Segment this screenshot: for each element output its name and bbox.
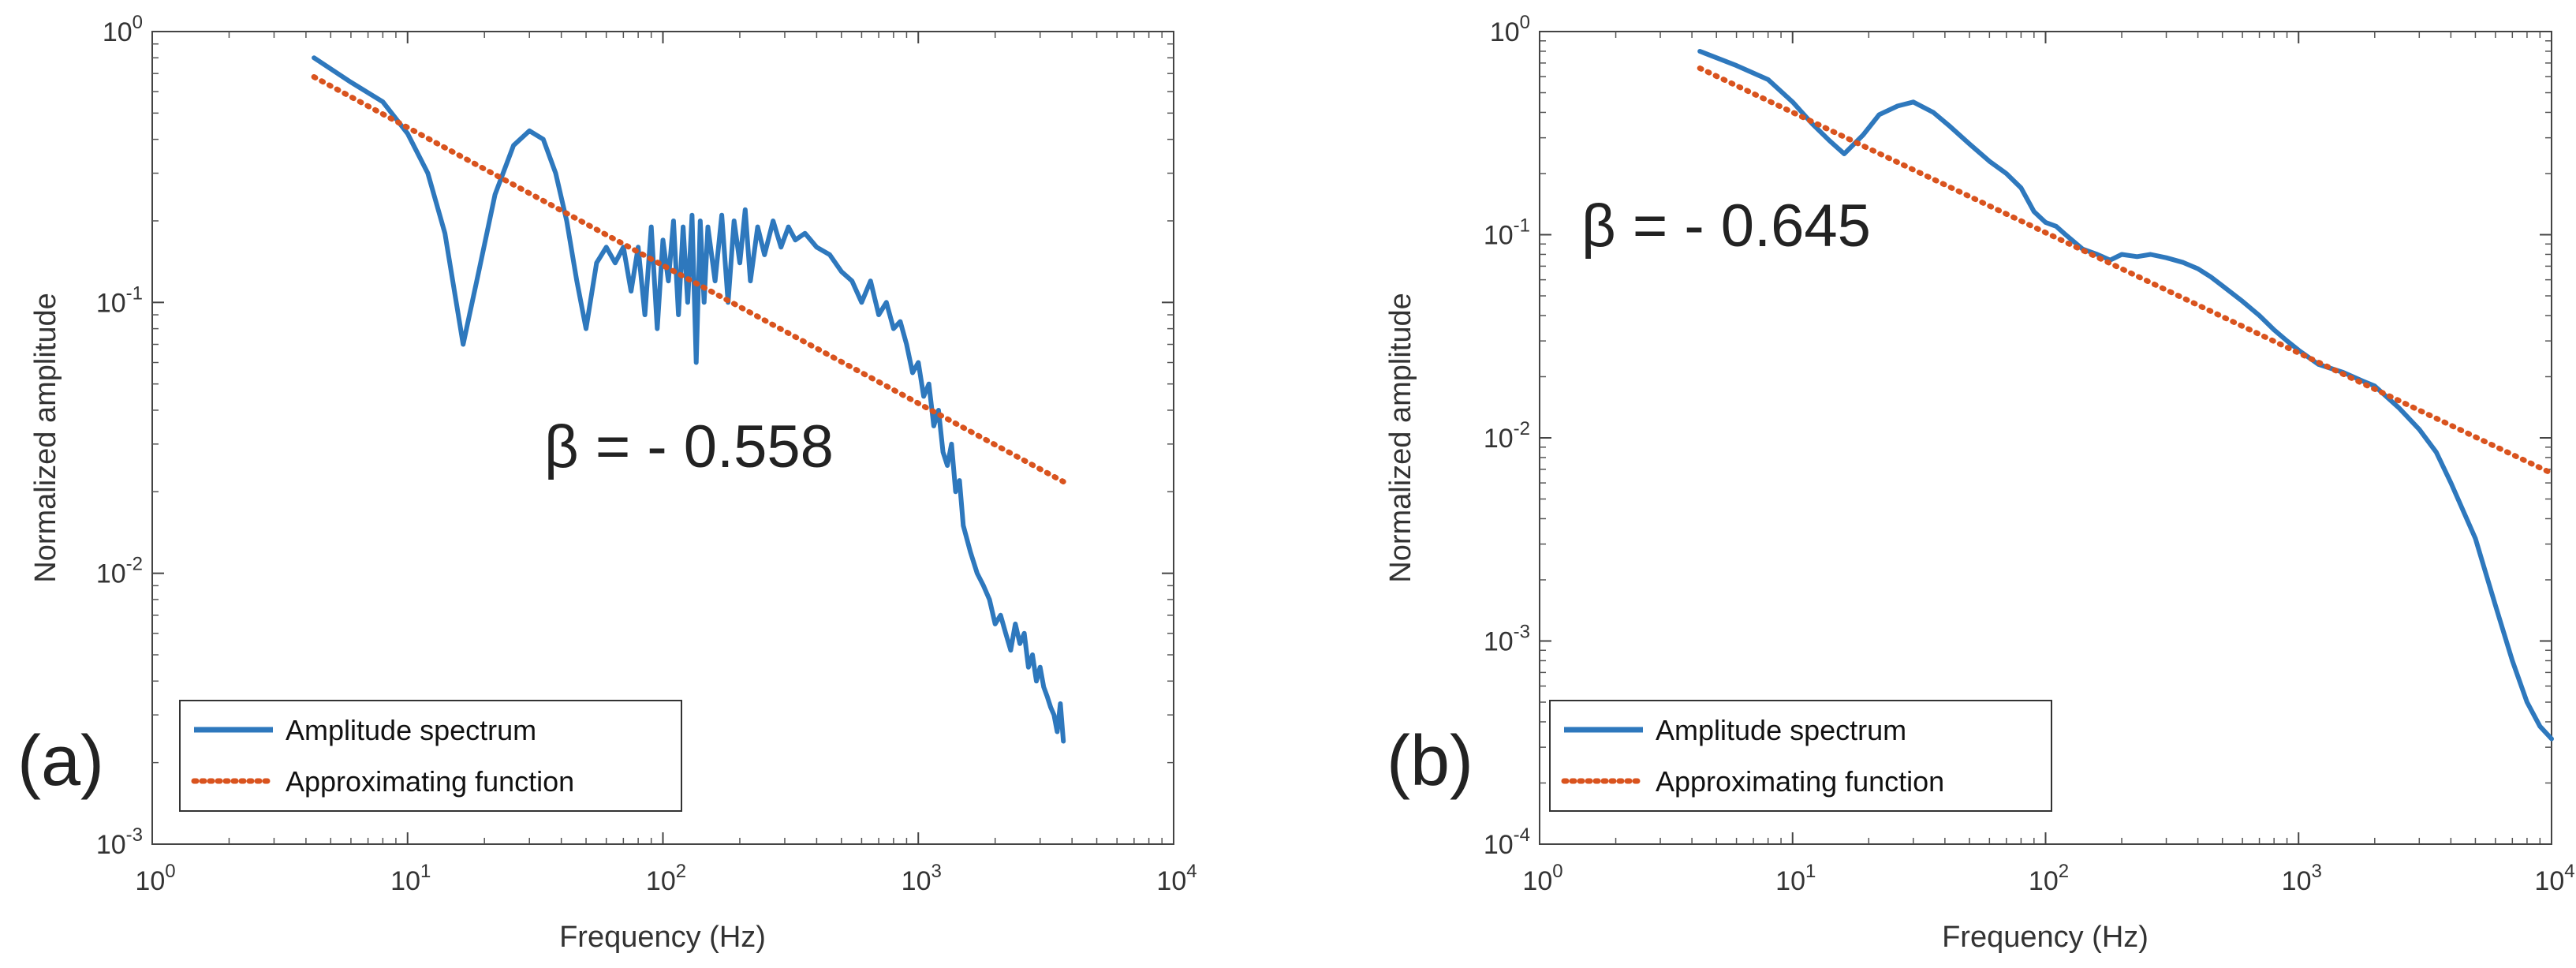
y-tick-label: 10-3 <box>1484 622 1530 657</box>
legend-entry-approx: Approximating function <box>1656 765 1944 798</box>
y-tick-label: 100 <box>1490 12 1530 47</box>
legend-entry-amplitude: Amplitude spectrum <box>286 714 536 746</box>
y-axis-label: Normalized amplitude <box>1384 293 1417 583</box>
x-axis-label: Frequency (Hz) <box>1942 921 2149 954</box>
beta-annotation: β = - 0.645 <box>1581 192 1871 260</box>
chart-panel-a: 100 101 102 103 104 10-3 10-2 10-1 100 Frequency… <box>17 12 1197 954</box>
legend: Amplitude spectrum Approximating functio… <box>179 700 682 812</box>
approximating-function-line <box>311 74 1066 484</box>
legend-box <box>1549 700 2052 812</box>
amplitude-spectrum-line <box>312 55 1066 744</box>
x-tick-label: 104 <box>2534 861 2574 896</box>
x-tick-label: 103 <box>2282 861 2322 896</box>
y-tick-label: 100 <box>103 12 143 47</box>
y-tick-label: 10-1 <box>96 282 143 318</box>
y-tick-label: 10-3 <box>96 824 143 860</box>
approximating-function-line <box>1697 65 2555 477</box>
x-axis-label: Frequency (Hz) <box>559 921 766 954</box>
panel-label: (a) <box>17 722 104 801</box>
y-tick-label: 10-2 <box>96 554 143 589</box>
beta-annotation: β = - 0.558 <box>544 413 834 480</box>
amplitude-spectrum-line <box>1697 49 2554 742</box>
legend: Amplitude spectrum Approximating functio… <box>1549 700 2052 812</box>
x-tick-label: 102 <box>2029 861 2069 896</box>
ticks: 100 101 102 103 104 10-4 10-3 10-2 10-1 100 <box>1484 12 2575 896</box>
series-lines <box>1697 49 2555 742</box>
chart-panel-b: 100 101 102 103 104 10-4 10-3 10-2 10-1 100 Frequ… <box>1384 12 2575 954</box>
y-tick-label: 10-2 <box>1484 418 1530 454</box>
y-tick-label: 10-4 <box>1484 824 1530 860</box>
x-tick-label: 100 <box>1522 861 1562 896</box>
legend-entry-amplitude: Amplitude spectrum <box>1656 714 1906 746</box>
x-tick-label: 101 <box>390 861 431 896</box>
x-tick-label: 102 <box>646 861 686 896</box>
x-tick-label: 100 <box>135 861 175 896</box>
series-lines <box>311 55 1066 744</box>
y-tick-label: 10-1 <box>1484 215 1530 251</box>
x-tick-label: 101 <box>1775 861 1816 896</box>
legend-box <box>179 700 682 812</box>
y-axis-label: Normalized amplitude <box>29 293 62 583</box>
x-tick-label: 104 <box>1156 861 1197 896</box>
ticks: 100 101 102 103 104 10-3 10-2 10-1 100 <box>96 12 1197 896</box>
legend-entry-approx: Approximating function <box>286 765 574 798</box>
x-tick-label: 103 <box>902 861 942 896</box>
panel-label: (b) <box>1387 722 1473 801</box>
